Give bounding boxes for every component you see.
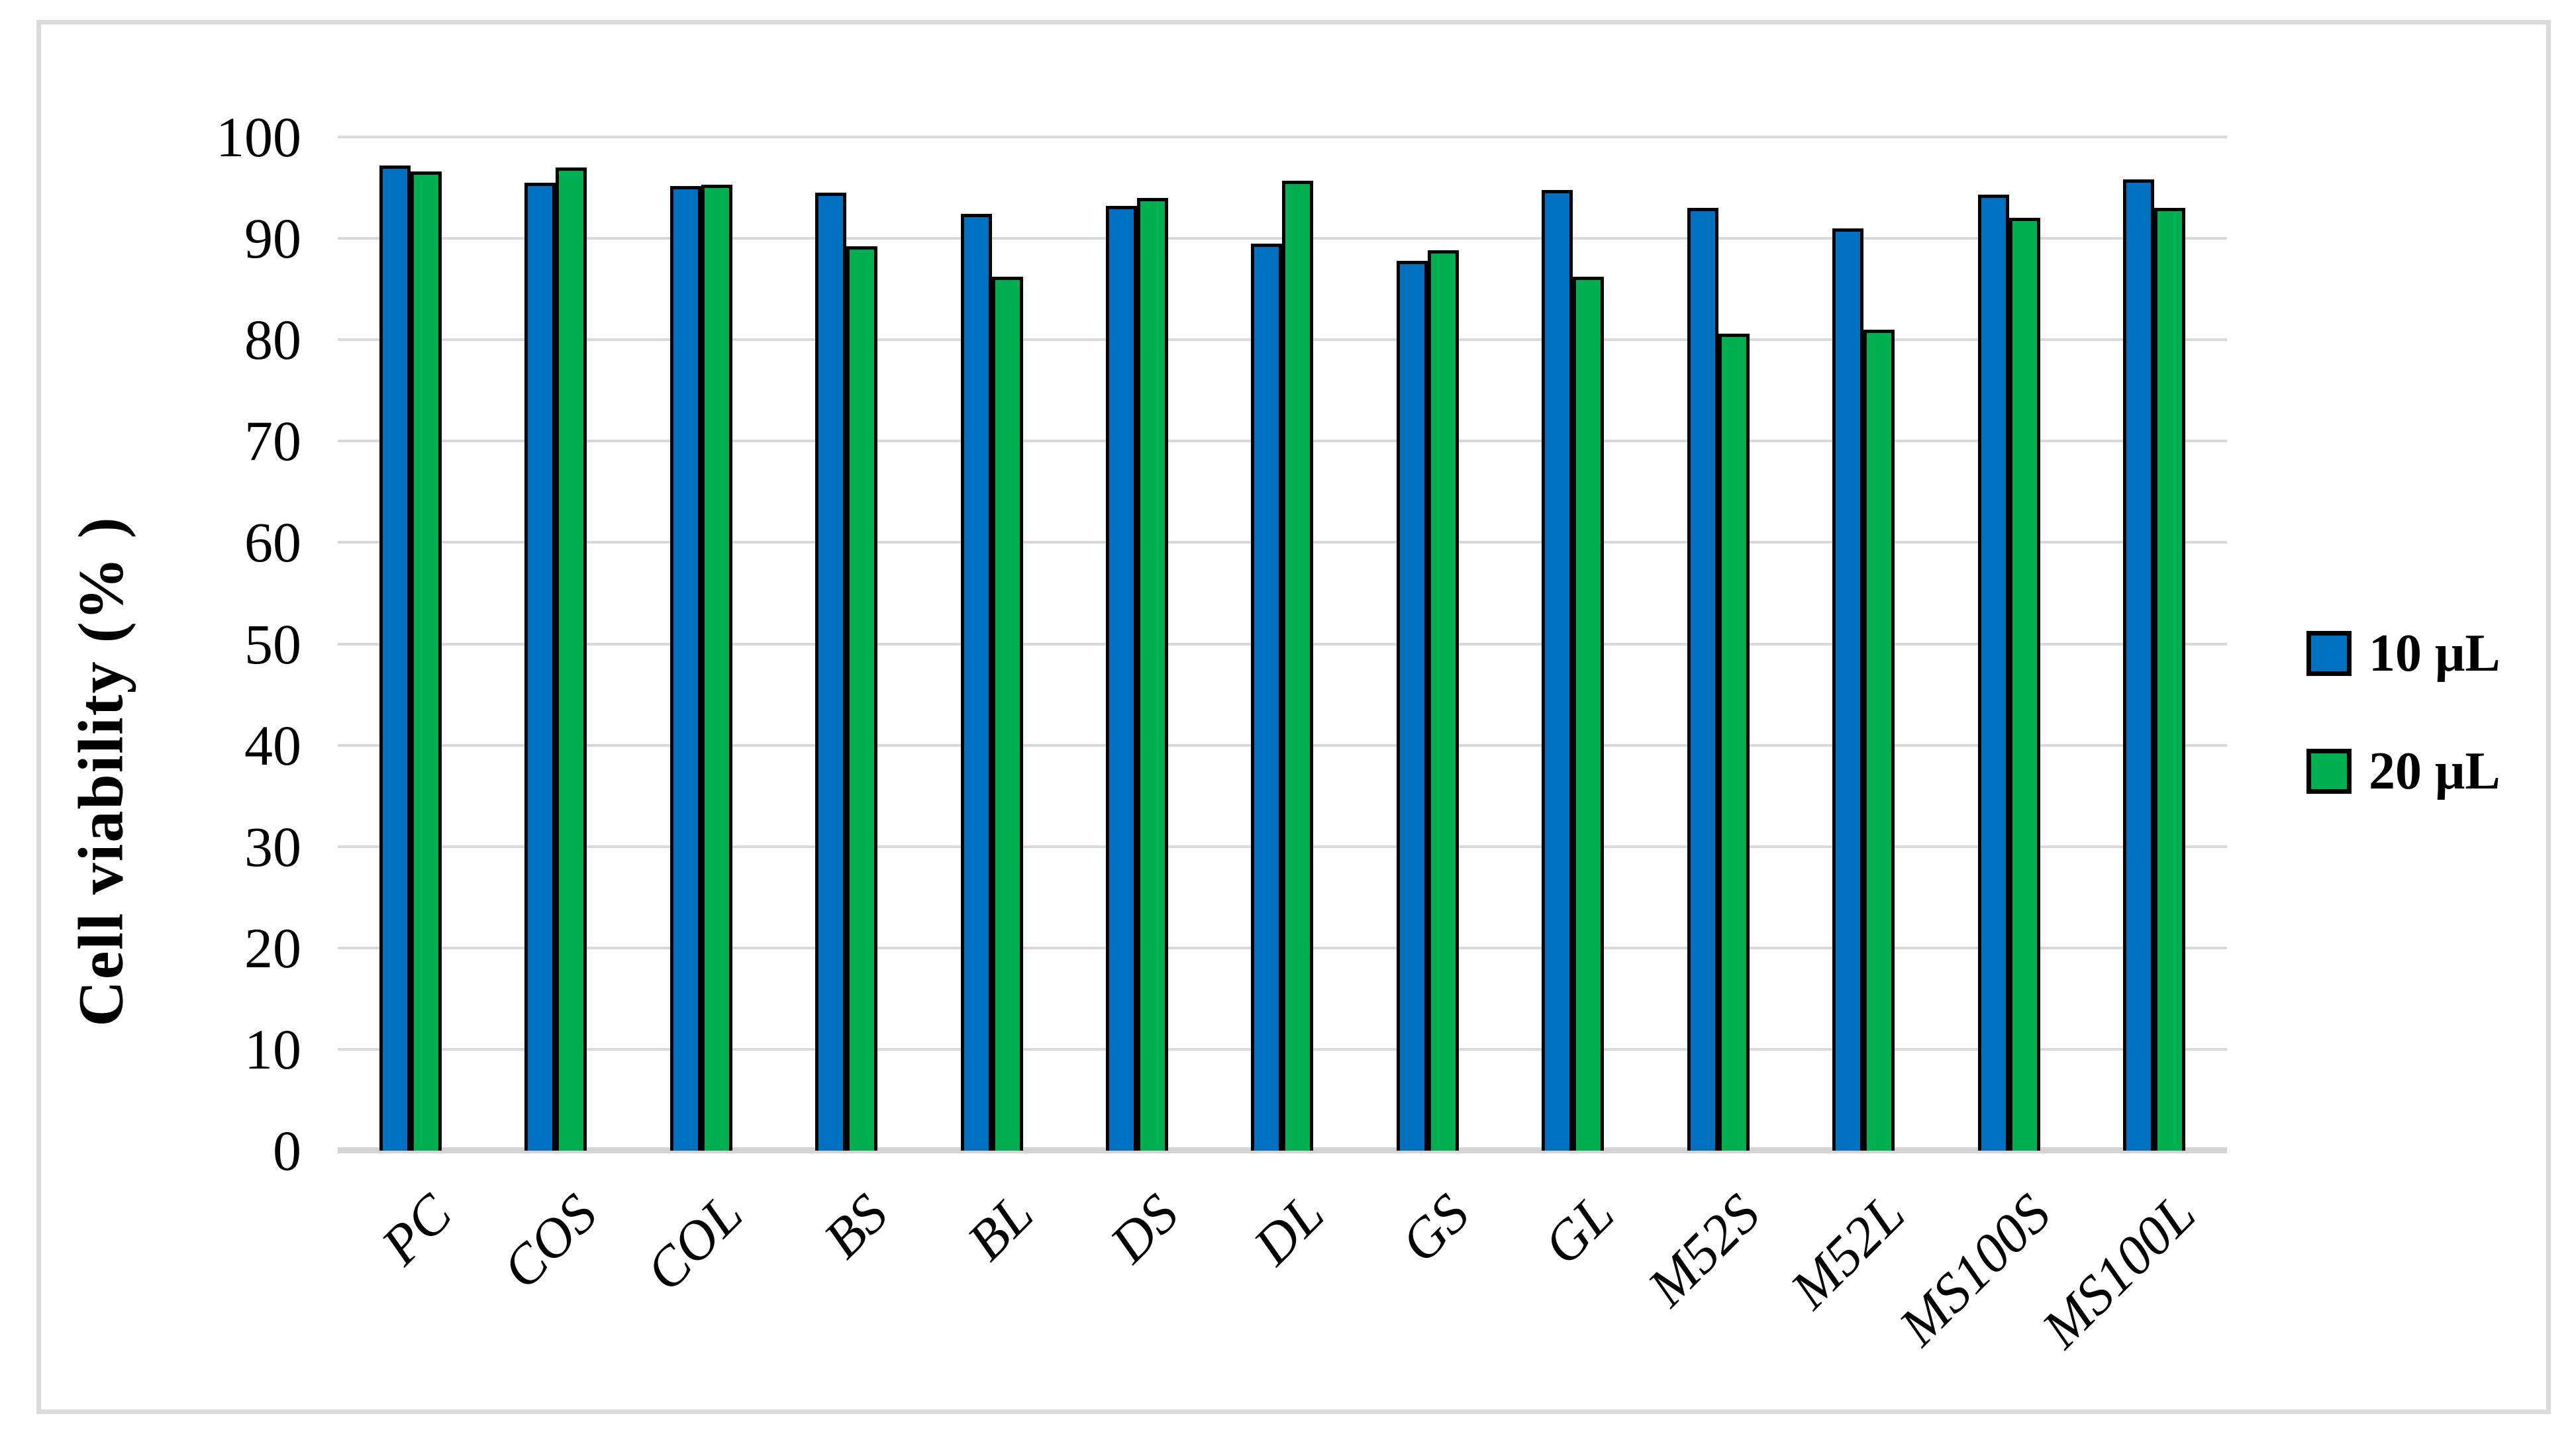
bar-pc-10ul — [379, 165, 411, 1151]
bar-col-10ul — [669, 185, 701, 1151]
y-tick-label: 20 — [244, 916, 301, 980]
y-tick-label: 0 — [273, 1119, 301, 1182]
bar-cos-10ul — [524, 182, 556, 1151]
y-tick-label: 100 — [216, 105, 301, 169]
bar-group-bl — [919, 137, 1064, 1151]
bar-dl-10ul — [1251, 243, 1283, 1151]
bar-gl-10ul — [1542, 189, 1573, 1151]
bar-group-m52s — [1646, 137, 1791, 1151]
bar-ms100l-10ul — [2123, 179, 2155, 1151]
y-axis-tick-labels: 0 10 20 30 40 50 60 70 80 90 100 — [79, 109, 301, 1179]
bar-pc-20ul — [410, 171, 442, 1151]
bar-group-pc — [338, 137, 483, 1151]
y-tick-label: 30 — [244, 814, 301, 879]
y-tick-label: 80 — [244, 308, 301, 372]
legend-label-20ul: 20 μL — [2369, 742, 2501, 800]
y-tick-label: 40 — [244, 713, 301, 777]
legend-swatch-20ul-icon — [2306, 749, 2352, 794]
bar-group-dl — [1210, 137, 1355, 1151]
bar-ms100s-10ul — [1977, 195, 2009, 1151]
bar-m52l-20ul — [1863, 329, 1895, 1151]
legend-item-20ul: 20 μL — [2306, 745, 2501, 798]
bar-ms100s-20ul — [2008, 218, 2040, 1151]
legend: 10 μL 20 μL — [2306, 627, 2501, 798]
y-tick-label: 60 — [244, 510, 301, 575]
bar-ds-20ul — [1137, 197, 1169, 1151]
bar-m52s-10ul — [1687, 208, 1718, 1151]
plot-area — [338, 136, 2227, 1153]
bar-bs-20ul — [846, 246, 878, 1151]
bar-dl-20ul — [1282, 180, 1314, 1151]
bar-gs-20ul — [1427, 250, 1459, 1151]
bar-group-bs — [773, 137, 918, 1151]
bar-col-20ul — [701, 184, 732, 1151]
legend-item-10ul: 10 μL — [2306, 627, 2501, 680]
bar-cos-20ul — [556, 167, 587, 1151]
legend-swatch-10ul-icon — [2306, 631, 2352, 676]
y-tick-label: 90 — [244, 207, 301, 271]
bar-group-gs — [1355, 137, 1500, 1151]
bar-group-m52l — [1791, 137, 1936, 1151]
bar-m52s-20ul — [1718, 334, 1750, 1151]
bar-group-col — [628, 137, 773, 1151]
bar-group-ms100l — [2082, 137, 2227, 1151]
gridline — [338, 136, 2227, 138]
legend-label-10ul: 10 μL — [2369, 624, 2501, 683]
bar-group-ds — [1064, 137, 1209, 1151]
bar-bs-10ul — [815, 193, 847, 1151]
bar-m52l-10ul — [1832, 228, 1864, 1151]
bar-ds-10ul — [1106, 206, 1138, 1151]
bar-bl-20ul — [991, 277, 1023, 1151]
bar-gs-10ul — [1396, 260, 1428, 1151]
bar-bl-10ul — [960, 214, 992, 1151]
bar-ms100l-20ul — [2154, 208, 2186, 1151]
bar-group-ms100s — [1936, 137, 2081, 1151]
y-tick-label: 50 — [244, 612, 301, 676]
y-tick-label: 70 — [244, 409, 301, 473]
y-tick-label: 10 — [244, 1017, 301, 1081]
bar-group-gl — [1501, 137, 1646, 1151]
bar-group-cos — [483, 137, 628, 1151]
bar-gl-20ul — [1573, 277, 1605, 1151]
